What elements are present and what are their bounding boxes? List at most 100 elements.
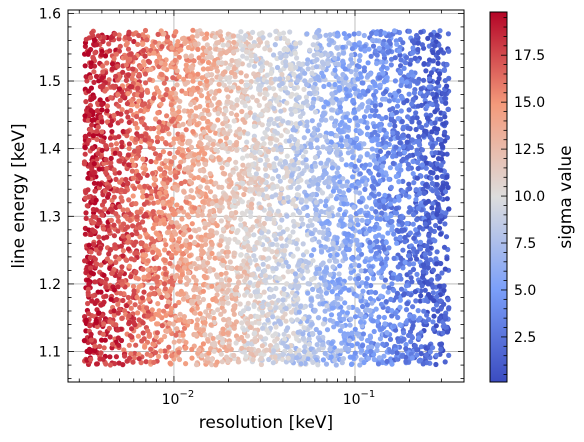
scatter-point [356, 40, 362, 46]
scatter-point [245, 300, 251, 306]
scatter-point [134, 250, 140, 256]
scatter-point [116, 342, 122, 348]
scatter-point [98, 289, 104, 295]
scatter-point [174, 42, 180, 48]
scatter-point [398, 108, 404, 114]
scatter-point [436, 274, 442, 281]
scatter-point [213, 130, 219, 136]
scatter-point [304, 232, 311, 238]
scatter-point [323, 117, 329, 123]
scatter-point [194, 322, 200, 328]
scatter-point [87, 260, 93, 266]
scatter-point [324, 160, 330, 166]
scatter-point [408, 333, 415, 339]
scatter-point [196, 226, 202, 232]
scatter-point [329, 91, 335, 97]
scatter-point [369, 206, 375, 212]
scatter-point [211, 315, 217, 322]
scatter-point [183, 345, 189, 351]
scatter-point [113, 51, 119, 57]
scatter-point [433, 361, 439, 368]
scatter-point [314, 266, 320, 273]
scatter-point [182, 81, 188, 87]
scatter-point [225, 300, 231, 306]
scatter-point [322, 268, 328, 275]
scatter-point [154, 138, 161, 145]
scatter-point [309, 70, 315, 76]
scatter-point [334, 348, 340, 354]
scatter-point [247, 258, 253, 264]
scatter-point [381, 284, 387, 290]
scatter-point [177, 311, 183, 317]
scatter-point [218, 218, 224, 224]
scatter-point [437, 116, 444, 122]
scatter-point [355, 222, 361, 228]
scatter-point [111, 233, 117, 239]
scatter-point [400, 178, 406, 184]
scatter-point [206, 350, 212, 356]
scatter-point [140, 188, 146, 195]
scatter-point [405, 290, 411, 297]
scatter-point [122, 353, 128, 359]
scatter-point [117, 43, 123, 49]
scatter-point [241, 269, 247, 275]
scatter-point [120, 297, 126, 304]
scatter-point [390, 160, 396, 166]
scatter-point [227, 259, 233, 265]
scatter-point [88, 231, 94, 238]
scatter-point [396, 88, 402, 94]
scatter-point [125, 72, 132, 78]
scatter-point [126, 145, 132, 152]
scatter-point [403, 192, 409, 198]
scatter-point [300, 262, 306, 268]
scatter-point [180, 121, 186, 127]
scatter-point [162, 275, 168, 281]
scatter-point [235, 228, 241, 234]
scatter-point [280, 297, 286, 303]
scatter-point [237, 301, 243, 307]
scatter-point [252, 330, 258, 336]
scatter-point [269, 249, 275, 255]
scatter-point [161, 237, 167, 243]
scatter-point [181, 265, 187, 271]
scatter-point [100, 82, 106, 89]
scatter-point [396, 228, 402, 234]
scatter-point [308, 252, 315, 258]
scatter-point [205, 125, 211, 131]
scatter-point [327, 346, 333, 352]
scatter-point [310, 42, 316, 48]
scatter-point [217, 242, 223, 248]
scatter-point [164, 86, 170, 93]
scatter-point [100, 63, 106, 69]
scatter-point [98, 262, 104, 268]
scatter-point [379, 96, 386, 102]
scatter-point [432, 43, 438, 49]
scatter-point [434, 174, 440, 180]
scatter-point [363, 204, 369, 210]
scatter-point [86, 311, 92, 317]
scatter-point [278, 133, 284, 139]
scatter-point [316, 122, 322, 128]
scatter-point [374, 347, 380, 353]
scatter-point [440, 330, 446, 336]
scatter-point [226, 282, 232, 288]
scatter-point [223, 270, 229, 276]
scatter-point [305, 66, 311, 72]
scatter-point [109, 129, 115, 135]
scatter-point [200, 58, 206, 64]
scatter-point [189, 346, 195, 352]
scatter-point [154, 279, 160, 285]
scatter-point [441, 67, 448, 73]
scatter-point [325, 231, 331, 237]
scatter-point [151, 95, 157, 101]
scatter-point [203, 237, 209, 243]
scatter-point [380, 234, 386, 240]
scatter-point [224, 49, 230, 55]
scatter-point [232, 296, 239, 302]
scatter-point [130, 71, 136, 77]
scatter-point [369, 300, 375, 306]
scatter-point [329, 107, 335, 113]
scatter-point [328, 312, 335, 318]
scatter-point [287, 233, 293, 239]
scatter-point [124, 133, 130, 139]
